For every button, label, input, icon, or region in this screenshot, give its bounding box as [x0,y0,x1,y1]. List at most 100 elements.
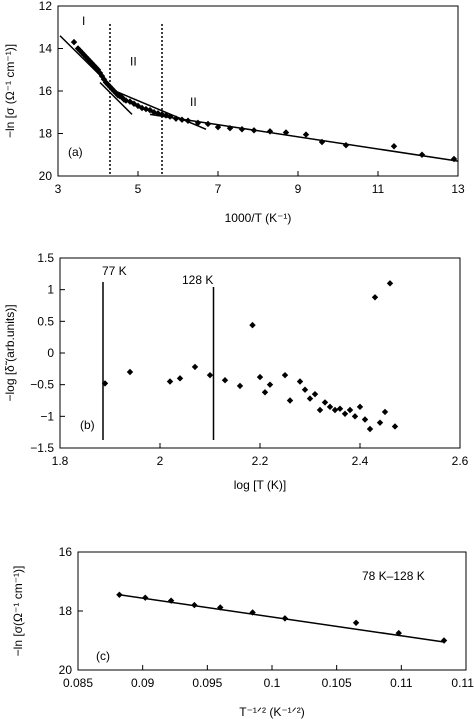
panel-a-ytick-label: 12 [39,0,53,13]
data-point [178,116,186,123]
data-point [361,416,369,423]
data-point [206,371,214,379]
panel-c-ticks: 0.085 0.09 0.095 0.1 0.105 0.11 0.115 16 18 20 [59,545,474,690]
panel-b-points [101,280,399,433]
data-point [266,381,274,388]
panel-c-annotation: 78 K–128 K [362,569,425,583]
data-point [101,380,109,387]
fit-line [149,113,459,162]
panel-b-xtick-label: 2 [157,454,164,468]
data-point [191,601,198,609]
region-label: II [130,55,137,69]
panel-b-xtick-label: 1.8 [52,454,69,468]
data-point [286,397,294,404]
data-point [142,594,149,601]
data-point [250,127,258,134]
region-label: I [82,14,85,28]
panel-b-ytick-label: −0.5 [30,378,54,392]
panel-c-xtick-label: 0.11 [390,676,413,690]
panel-b-ytick-label: 0 [47,346,54,360]
fit-line [109,88,207,130]
vline-label-128k: 128 K [182,273,213,287]
panel-a-frame [57,5,459,177]
panel-b: 1.8 2 2.2 2.4 2.6 1.5 1 0.5 0 −0.5 −1 −1.5 77 K 128… [3,251,469,492]
data-point [321,399,329,406]
panel-a-xtick-label: 3 [55,182,62,196]
panel-a-label: (a) [68,145,83,159]
panel-b-label: (b) [80,418,95,432]
data-point [126,368,134,376]
panel-a-xtick-label: 13 [451,182,465,196]
data-point [167,597,175,604]
data-point [194,119,202,127]
vline-label-77k: 77 K [102,264,127,278]
data-point [142,105,150,113]
data-point [134,102,142,110]
data-point [154,110,162,117]
panel-b-ytick-label: −1.5 [30,441,54,455]
data-point [450,155,458,163]
region-label: II [190,95,197,109]
fit-line [119,594,445,643]
panel-c-fit-line [119,594,445,643]
data-point [150,109,158,116]
data-point [346,406,354,414]
data-point [204,120,212,128]
data-point [316,406,324,414]
data-point [331,406,339,414]
data-point [390,143,398,150]
panel-c-xtick-label: 0.09 [131,676,155,690]
data-point [440,637,448,644]
data-point [371,294,379,301]
data-point [172,115,180,122]
panel-b-xlabel: log [T (K)] [234,478,286,492]
data-point [376,419,384,426]
data-point [351,413,359,420]
data-point [336,405,344,412]
panel-c-ytick-label: 16 [59,545,73,559]
data-point [352,619,360,626]
panel-b-xtick-label: 2.2 [252,454,269,468]
data-point [138,104,146,112]
data-point [249,321,256,329]
panel-c-xlabel: T⁻¹ᐟ² (K⁻¹ᐟ²) [239,705,304,719]
data-point [70,38,78,46]
panel-a-ticks: 3 5 7 9 11 13 12 14 16 18 20 [39,0,465,196]
panel-b-xtick-label: 2.6 [452,454,469,468]
panel-c-ytick-label: 18 [59,604,73,618]
panel-c-xtick-label: 0.095 [192,676,222,690]
data-point [236,382,244,390]
data-point [301,386,309,393]
data-point [158,111,166,118]
data-point [166,378,174,385]
panel-c-points [116,591,448,644]
data-point [162,112,170,119]
data-point [281,371,289,379]
data-point [238,126,246,133]
data-point [395,629,402,637]
panel-b-ytick-label: 0.5 [37,314,54,328]
data-point [116,591,123,598]
data-point [266,128,274,135]
data-point [381,408,389,416]
panel-c-xtick-label: 0.115 [451,676,474,690]
data-point [281,615,289,622]
panel-a-ytick-label: 14 [39,42,53,56]
data-point [356,403,364,411]
data-point [176,375,184,382]
panel-a-xtick-label: 11 [372,182,385,196]
panel-b-ytick-label: −1 [40,409,54,423]
panel-b-ticks: 1.8 2 2.2 2.4 2.6 1.5 1 0.5 0 −0.5 −1 −1.5 [30,251,468,468]
data-point [302,131,310,138]
panel-a-points [70,38,458,163]
data-point [256,373,264,381]
data-point [341,410,349,417]
panel-a-fit-lines [59,24,459,176]
panel-c: 0.085 0.09 0.095 0.1 0.105 0.11 0.115 16 18 20 78… [11,545,474,719]
data-point [366,425,374,433]
data-point [221,377,229,384]
panel-b-vlines [102,282,215,440]
panel-c-ytick-label: 20 [59,663,73,677]
